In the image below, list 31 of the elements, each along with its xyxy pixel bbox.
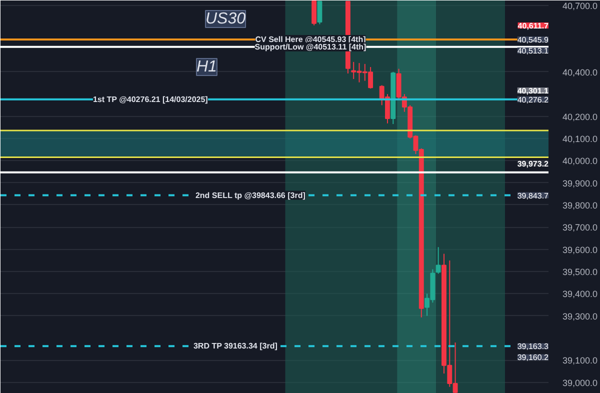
y-tick-label: 40,400.0	[562, 67, 598, 78]
candlestick	[312, 0, 317, 26]
ref-line-label: 2nd SELL tp @39843.66 [3rd]	[195, 190, 306, 200]
annotation: 40,276.2	[517, 95, 550, 104]
y-tick-label: 39,700.0	[562, 222, 598, 233]
annotation: H1	[196, 58, 217, 76]
y-tick-label: 39,000.0	[562, 378, 598, 388]
candlestick	[436, 246, 441, 274]
y-tick-label: 39,900.0	[562, 178, 598, 188]
y-tick-label: 39,800.0	[562, 200, 598, 210]
annotation: 40,301.1	[517, 86, 550, 96]
ref-line-label: 3RD TP 39163.34 [3rd]	[193, 342, 278, 351]
y-tick-label: 39,300.0	[562, 311, 598, 322]
y-tick-label: 40,100.0	[562, 134, 598, 144]
candlestick	[317, 0, 322, 25]
annotation: 39,163.3	[517, 342, 550, 352]
y-tick-label: 39,600.0	[562, 244, 598, 255]
y-tick-label: 40,200.0	[562, 112, 598, 122]
ref-line-label: 1st TP @40276.21 [14/03/2025]	[93, 94, 208, 104]
annotation: 39,160.2	[517, 353, 550, 362]
annotation: 39,973.2	[517, 160, 550, 168]
annotation: 39,843.7	[517, 191, 550, 200]
annotation: 40,513.1	[517, 46, 550, 56]
annotation: US30	[206, 10, 246, 28]
y-tick-label: 40,700.0	[562, 0, 598, 11]
y-tick-label: 39,100.0	[562, 356, 598, 366]
annotation: 40,545.9	[517, 36, 550, 45]
ref-line-label: Support/Low @40513.11 [4th]	[254, 42, 367, 52]
y-tick-label: 39,500.0	[562, 267, 598, 278]
y-tick-label: 39,400.0	[562, 289, 598, 300]
y-tick-label: 40,000.0	[562, 156, 598, 166]
